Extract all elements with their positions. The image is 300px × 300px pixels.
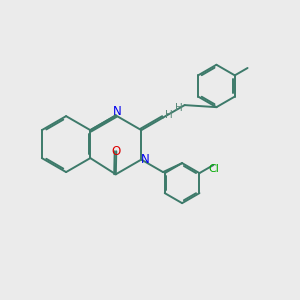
Text: N: N: [141, 153, 150, 166]
Text: H: H: [165, 110, 172, 120]
Text: H: H: [175, 103, 183, 113]
Text: N: N: [113, 105, 122, 119]
Text: Cl: Cl: [208, 164, 220, 173]
Text: O: O: [111, 146, 120, 158]
